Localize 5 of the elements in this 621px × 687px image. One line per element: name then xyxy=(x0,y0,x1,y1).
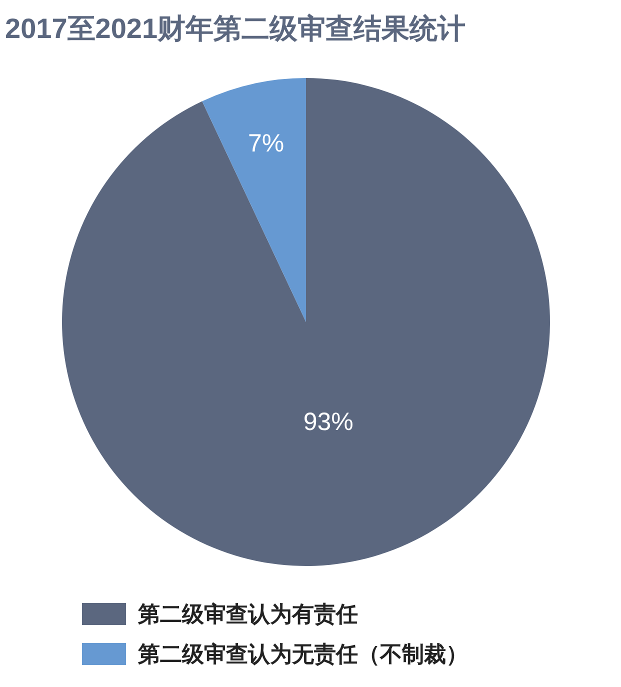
legend-label: 第二级审查认为有责任 xyxy=(137,602,358,626)
data-label: 93% xyxy=(303,408,354,436)
legend-label: 第二级审查认为无责任（不制裁） xyxy=(137,642,468,666)
data-label: 7% xyxy=(248,129,284,158)
chart-title: 2017至2021财年第二级审查结果统计 xyxy=(5,13,466,44)
